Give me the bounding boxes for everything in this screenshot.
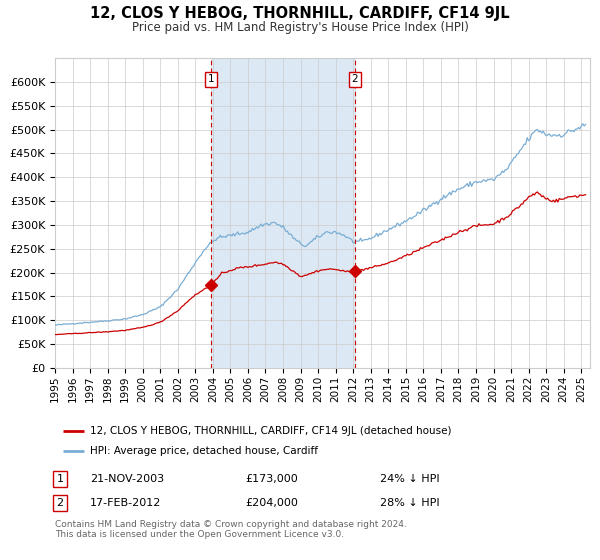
Text: 1: 1 xyxy=(56,474,64,484)
Text: £173,000: £173,000 xyxy=(245,474,298,484)
Text: Contains HM Land Registry data © Crown copyright and database right 2024.
This d: Contains HM Land Registry data © Crown c… xyxy=(55,520,407,539)
Bar xyxy=(211,58,355,368)
Text: 24% ↓ HPI: 24% ↓ HPI xyxy=(380,474,440,484)
Text: 21-NOV-2003: 21-NOV-2003 xyxy=(90,474,164,484)
Text: 12, CLOS Y HEBOG, THORNHILL, CARDIFF, CF14 9JL: 12, CLOS Y HEBOG, THORNHILL, CARDIFF, CF… xyxy=(90,6,510,21)
Text: £204,000: £204,000 xyxy=(245,498,298,508)
Text: 2: 2 xyxy=(56,498,64,508)
Text: HPI: Average price, detached house, Cardiff: HPI: Average price, detached house, Card… xyxy=(90,446,318,456)
Text: 1: 1 xyxy=(208,74,214,85)
Text: 17-FEB-2012: 17-FEB-2012 xyxy=(90,498,161,508)
Text: Price paid vs. HM Land Registry's House Price Index (HPI): Price paid vs. HM Land Registry's House … xyxy=(131,21,469,34)
Text: 12, CLOS Y HEBOG, THORNHILL, CARDIFF, CF14 9JL (detached house): 12, CLOS Y HEBOG, THORNHILL, CARDIFF, CF… xyxy=(90,426,451,436)
Text: 28% ↓ HPI: 28% ↓ HPI xyxy=(380,498,440,508)
Text: 2: 2 xyxy=(352,74,358,85)
